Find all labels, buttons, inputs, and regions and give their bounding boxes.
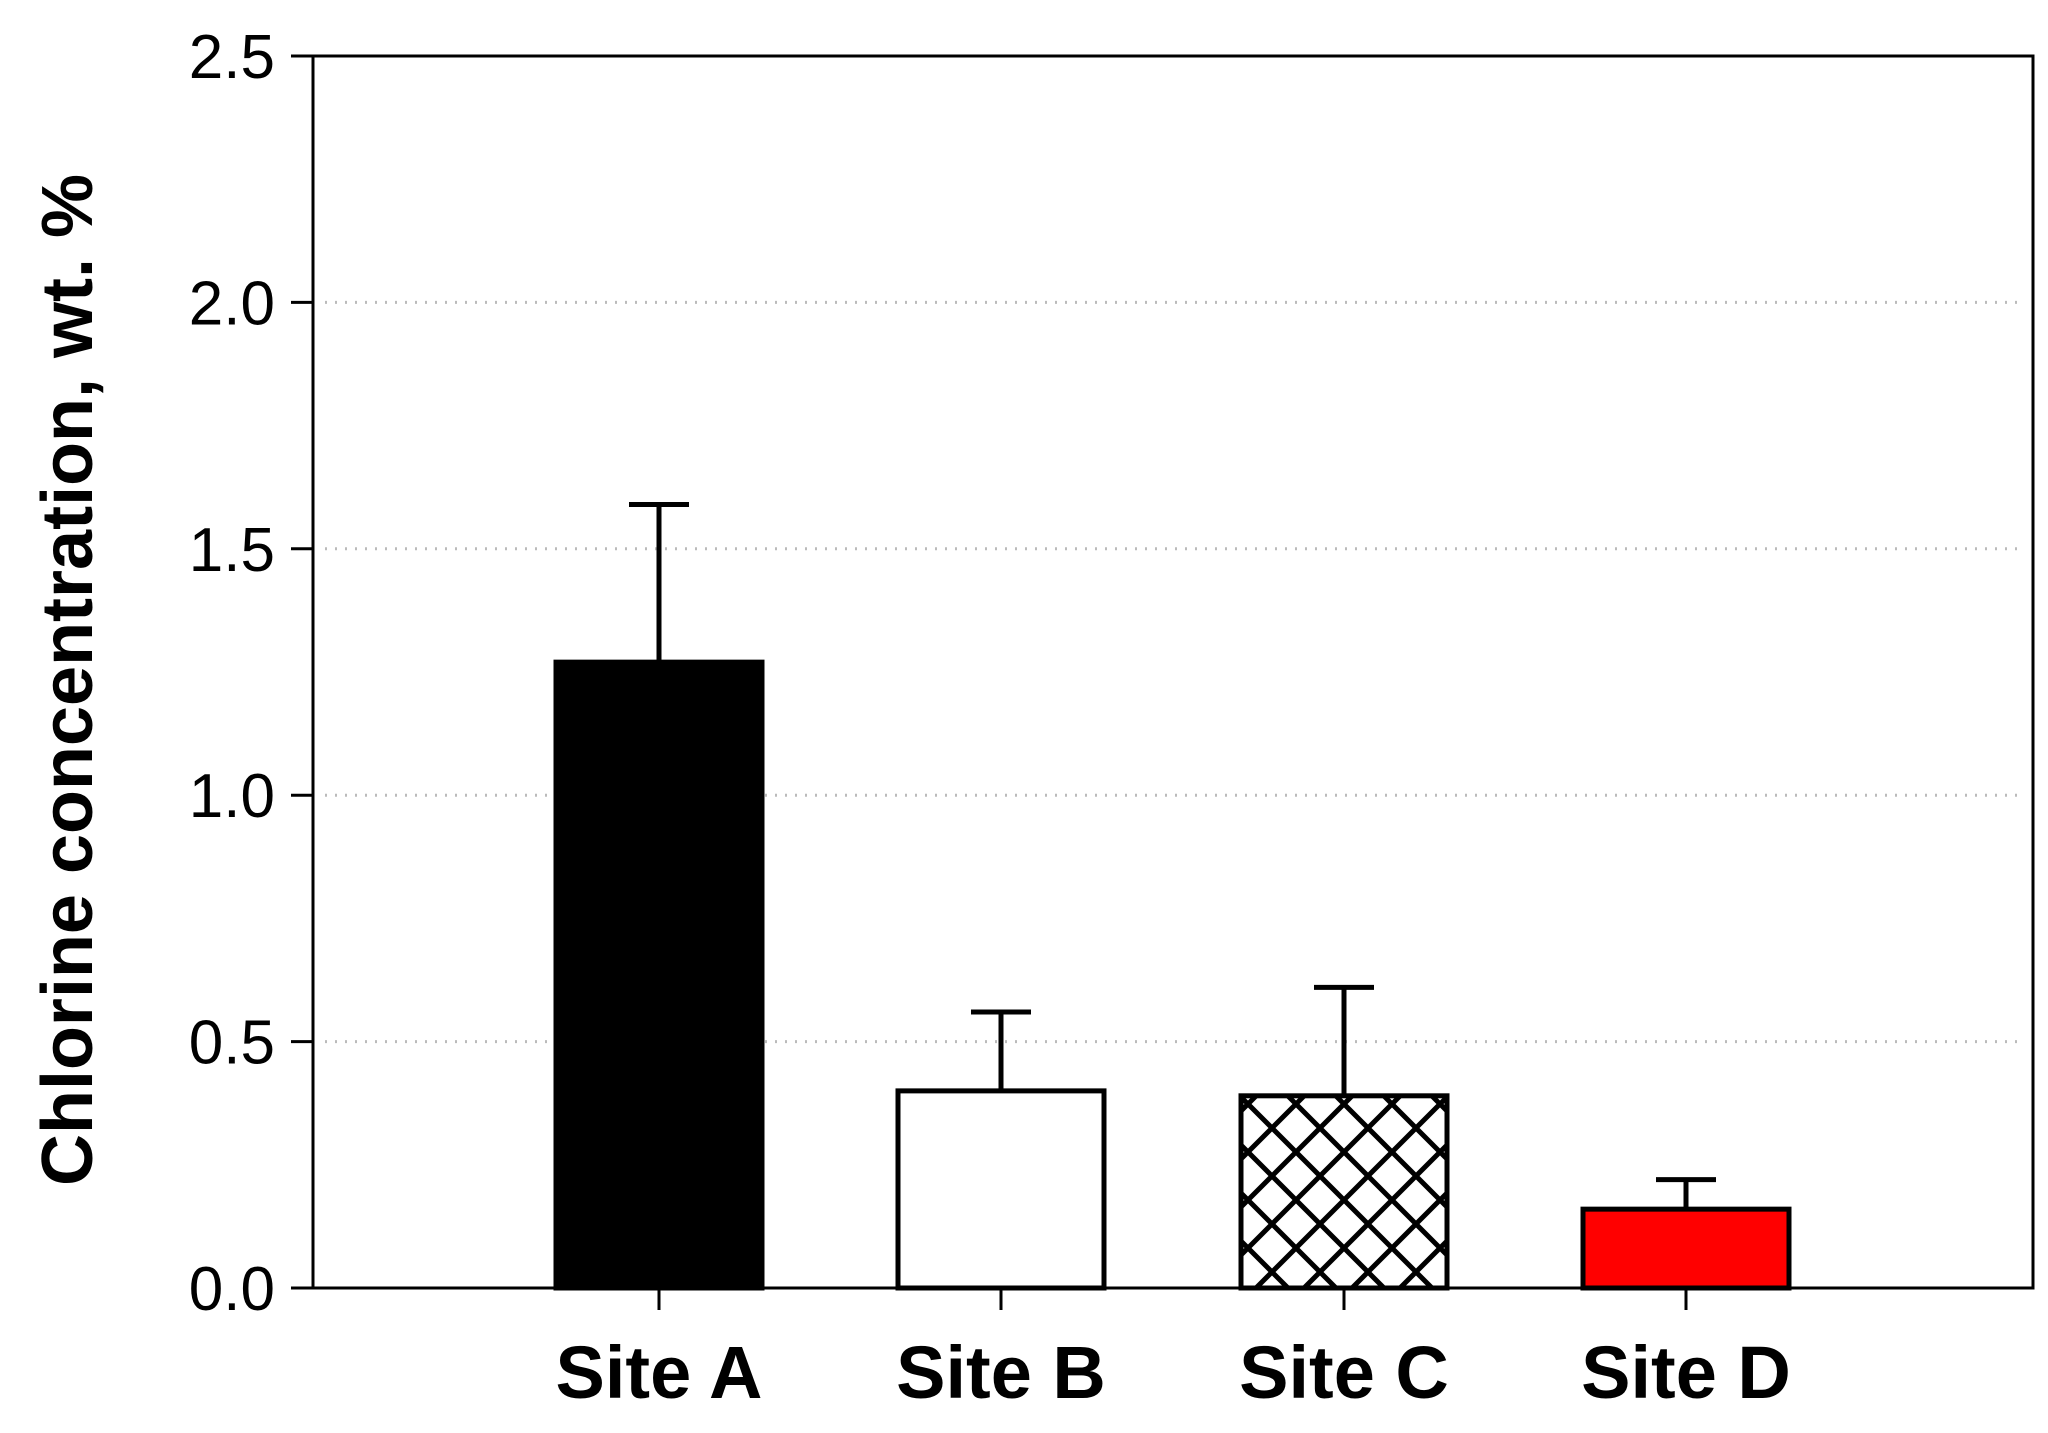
x-tick-label-site-a: Site A bbox=[556, 1331, 763, 1414]
bar-site-d bbox=[1580, 1206, 1792, 1291]
y-tick-label-5: 2.5 bbox=[189, 23, 275, 92]
bar-site-a bbox=[553, 659, 765, 1291]
bar-site-b bbox=[895, 1088, 1107, 1291]
y-tick-label-2: 1.0 bbox=[189, 762, 275, 831]
y-axis-title: Chlorine concentration, wt. % bbox=[28, 174, 108, 1186]
x-tick-label-site-b: Site B bbox=[896, 1331, 1106, 1414]
y-tick-label-3: 1.5 bbox=[189, 516, 275, 585]
x-tick-label-site-c: Site C bbox=[1239, 1331, 1449, 1414]
labels: Site A Site B Site C Site D 0.0 0.5 1.0 1.5 2.0 2… bbox=[189, 23, 1791, 1414]
plot-frame bbox=[311, 54, 2035, 1290]
y-tick-label-1: 0.5 bbox=[189, 1009, 275, 1078]
x-tick-label-site-d: Site D bbox=[1581, 1331, 1791, 1414]
axes bbox=[291, 54, 2035, 1310]
bar-site-c bbox=[1238, 1093, 1450, 1291]
error-bars bbox=[629, 501, 1716, 1210]
y-tick-label-4: 2.0 bbox=[189, 269, 275, 338]
y-tick-label-0: 0.0 bbox=[189, 1255, 275, 1324]
bars bbox=[553, 659, 1792, 1291]
